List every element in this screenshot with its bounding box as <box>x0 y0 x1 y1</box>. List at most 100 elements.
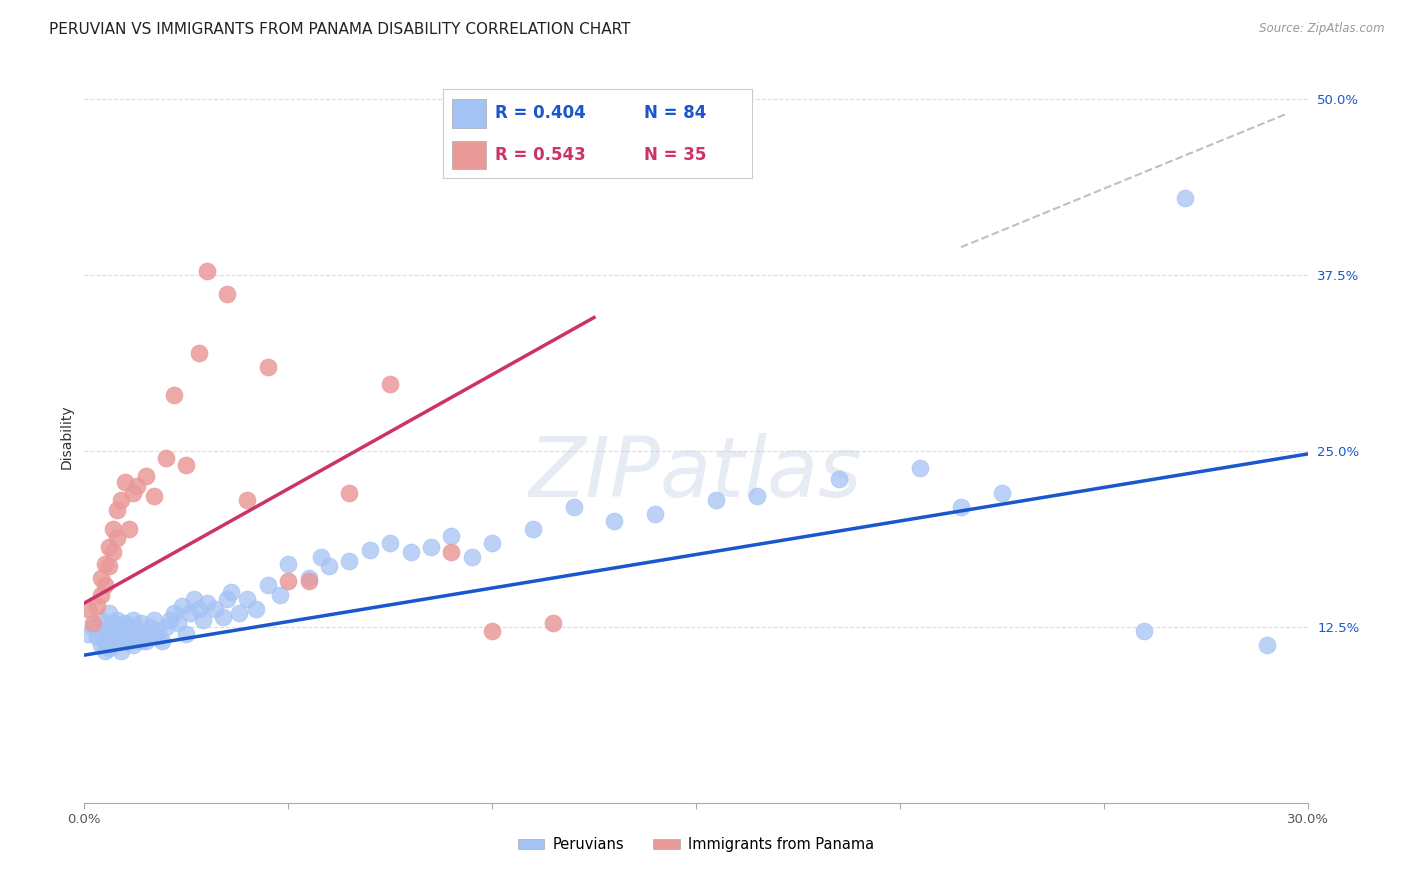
Point <box>146 624 169 639</box>
Point <box>135 469 157 483</box>
Text: R = 0.543: R = 0.543 <box>495 146 586 164</box>
Point <box>217 286 239 301</box>
Point <box>440 545 463 559</box>
FancyBboxPatch shape <box>453 141 486 169</box>
Point <box>420 540 443 554</box>
Point <box>114 475 136 489</box>
Point <box>97 620 120 634</box>
Point <box>101 545 124 559</box>
Point <box>359 542 381 557</box>
Point <box>399 545 422 559</box>
Point <box>204 601 226 615</box>
Point <box>167 615 190 630</box>
Point <box>910 461 932 475</box>
Point <box>105 613 128 627</box>
Point <box>135 634 157 648</box>
Point <box>146 630 169 644</box>
Point <box>187 345 209 359</box>
Point <box>122 638 145 652</box>
Point <box>86 630 108 644</box>
Point <box>93 578 115 592</box>
Point <box>1133 624 1156 639</box>
Point <box>138 620 160 634</box>
Text: N = 84: N = 84 <box>644 104 706 122</box>
Point <box>101 615 124 630</box>
Point <box>127 624 149 639</box>
Point <box>122 486 145 500</box>
Point <box>110 493 132 508</box>
Point <box>135 627 157 641</box>
Point <box>105 503 128 517</box>
Y-axis label: Disability: Disability <box>59 405 73 469</box>
Point <box>90 588 112 602</box>
Point <box>118 620 141 634</box>
Point <box>245 601 267 615</box>
Point <box>481 624 503 639</box>
Point <box>228 606 250 620</box>
Point <box>543 615 565 630</box>
Point <box>77 601 100 615</box>
Point <box>172 599 194 613</box>
Point <box>380 535 402 549</box>
Point <box>522 521 544 535</box>
Point <box>150 634 173 648</box>
Point <box>82 615 104 630</box>
Point <box>142 489 165 503</box>
Point <box>219 584 242 599</box>
Point <box>86 599 108 613</box>
Point <box>155 451 177 466</box>
Legend: Peruvians, Immigrants from Panama: Peruvians, Immigrants from Panama <box>512 831 880 858</box>
Point <box>217 591 239 606</box>
Point <box>562 500 585 515</box>
Text: ZIPatlas: ZIPatlas <box>529 434 863 514</box>
Point <box>706 493 728 508</box>
Point <box>187 601 209 615</box>
Point <box>114 634 136 648</box>
Point <box>236 493 259 508</box>
Point <box>236 591 259 606</box>
Text: Source: ZipAtlas.com: Source: ZipAtlas.com <box>1260 22 1385 36</box>
Point <box>114 615 136 630</box>
Point <box>269 588 291 602</box>
Point <box>163 388 186 402</box>
Point <box>101 634 124 648</box>
Point <box>461 549 484 564</box>
Point <box>298 571 321 585</box>
Point <box>163 606 186 620</box>
Text: R = 0.404: R = 0.404 <box>495 104 586 122</box>
Point <box>277 574 299 588</box>
Point <box>131 634 153 648</box>
Point <box>257 359 280 374</box>
Point <box>97 540 120 554</box>
Point <box>110 644 132 658</box>
Point <box>174 627 197 641</box>
Point <box>155 620 177 634</box>
Point <box>950 500 973 515</box>
Point <box>142 613 165 627</box>
Point <box>277 557 299 571</box>
Point <box>82 620 104 634</box>
Point <box>380 376 402 391</box>
Point <box>747 489 769 503</box>
Point <box>174 458 197 473</box>
Point <box>195 264 218 278</box>
Point <box>603 515 626 529</box>
Point <box>93 634 115 648</box>
Point <box>1174 191 1197 205</box>
FancyBboxPatch shape <box>453 99 486 128</box>
Point <box>105 624 128 639</box>
Point <box>159 613 181 627</box>
Point <box>105 532 128 546</box>
Point <box>131 615 153 630</box>
Point <box>122 613 145 627</box>
Point <box>138 630 160 644</box>
Point <box>101 627 124 641</box>
Point <box>191 613 214 627</box>
Point <box>212 610 235 624</box>
Point <box>179 606 201 620</box>
Point <box>298 574 321 588</box>
Point <box>118 521 141 535</box>
Point <box>339 554 361 568</box>
Point <box>481 535 503 549</box>
Point <box>183 591 205 606</box>
